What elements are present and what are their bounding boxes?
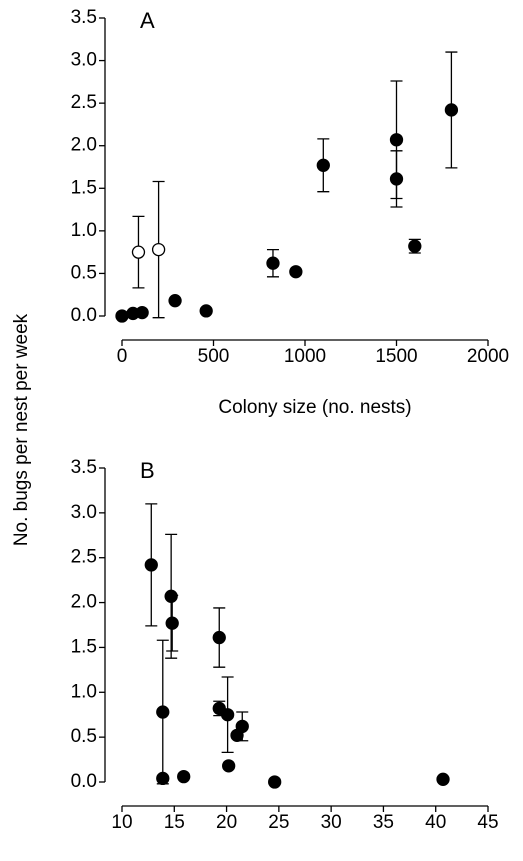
data-point — [266, 256, 280, 270]
y-tick-label: 0.5 — [71, 726, 97, 747]
y-tick-label: 1.5 — [71, 636, 97, 657]
x-tick-label: 45 — [477, 812, 498, 833]
data-point — [168, 294, 182, 308]
data-point — [156, 771, 170, 786]
y-tick-label: 3.0 — [71, 502, 97, 523]
x-tick-label: 500 — [198, 346, 230, 367]
data-point — [444, 103, 459, 117]
y-tick-label: 3.0 — [71, 50, 97, 71]
panel-label: B — [140, 458, 155, 483]
x-axis-label: Colony size (no. nests) — [218, 397, 411, 418]
y-tick-label: 0.5 — [71, 262, 97, 283]
data-point — [199, 304, 213, 318]
x-tick-label: 30 — [321, 812, 342, 833]
data-point — [289, 265, 303, 279]
y-axis-label: No. bugs per nest per week — [11, 313, 32, 546]
x-tick-label: 25 — [268, 812, 289, 833]
data-point — [408, 239, 422, 253]
data-point — [156, 705, 170, 719]
data-point — [389, 133, 404, 147]
x-tick-label: 15 — [164, 812, 185, 833]
data-point — [131, 245, 146, 259]
data-point — [144, 558, 158, 572]
y-tick-label: 2.5 — [71, 92, 97, 113]
x-tick-label: 1500 — [375, 346, 417, 367]
x-tick-label: 10 — [111, 812, 132, 833]
y-tick-label: 0.0 — [71, 771, 97, 792]
data-point — [436, 772, 450, 786]
data-point — [115, 309, 129, 323]
panel-label: A — [140, 8, 155, 33]
x-tick-label: 2000 — [467, 346, 509, 367]
y-tick-label: 2.0 — [71, 592, 97, 613]
data-point — [268, 775, 282, 789]
data-point — [389, 172, 404, 186]
y-tick-label: 1.0 — [71, 681, 97, 702]
x-tick-label: 1000 — [284, 346, 326, 367]
data-point — [151, 242, 166, 257]
data-point — [164, 589, 178, 603]
y-tick-label: 1.5 — [71, 177, 97, 198]
x-tick-label: 20 — [216, 812, 237, 833]
x-tick-label: 35 — [373, 812, 394, 833]
data-point — [222, 759, 236, 773]
data-point — [316, 158, 330, 172]
data-point — [220, 708, 235, 722]
data-point — [177, 769, 191, 784]
data-point — [235, 719, 249, 734]
data-point — [212, 630, 226, 645]
y-tick-label: 0.0 — [71, 305, 97, 326]
data-point — [165, 616, 179, 630]
y-tick-label: 2.5 — [71, 547, 97, 568]
y-tick-label: 2.0 — [71, 135, 97, 156]
x-tick-label: 0 — [117, 346, 128, 367]
y-tick-label: 3.5 — [71, 457, 97, 478]
data-point — [135, 305, 149, 320]
x-tick-label: 40 — [425, 812, 446, 833]
y-tick-label: 1.0 — [71, 220, 97, 241]
y-tick-label: 3.5 — [71, 7, 97, 28]
